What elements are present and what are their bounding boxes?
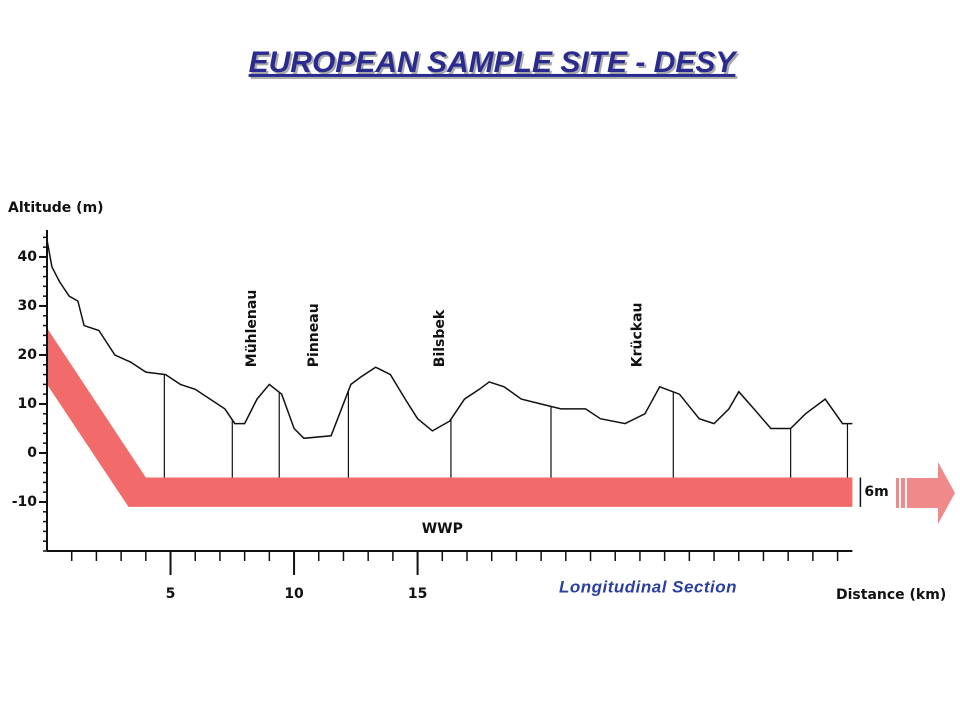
river-label: Bilsbek <box>432 309 448 367</box>
tunnel-label: WWP <box>422 521 463 537</box>
x-tick-label: 10 <box>284 586 304 602</box>
y-tick-label: 10 <box>18 396 38 412</box>
arrow <box>896 462 955 524</box>
x-tick-label: 15 <box>408 586 427 602</box>
river-label: Mühlenau <box>244 290 260 368</box>
tunnel <box>47 328 853 507</box>
title: EUROPEAN SAMPLE SITE - DESY <box>249 46 739 79</box>
y-tick-label: 20 <box>18 347 38 363</box>
x-axis-label: Distance (km) <box>836 587 946 603</box>
title-shadow: EUROPEAN SAMPLE SITE - DESY <box>251 48 741 81</box>
caption: Longitudinal Section <box>559 577 737 596</box>
y-tick-label: 40 <box>18 249 38 265</box>
y-tick-label: 30 <box>18 298 38 314</box>
y-tick-label: 0 <box>27 445 37 461</box>
terrain-profile <box>46 239 853 440</box>
y-axis-label: Altitude (m) <box>8 200 104 216</box>
x-tick-label: 5 <box>166 586 176 602</box>
river-label: Krückau <box>629 302 645 367</box>
river-label: Pinneau <box>306 303 322 367</box>
y-tick-label: -10 <box>12 494 38 510</box>
thickness-label: 6m <box>864 484 888 500</box>
